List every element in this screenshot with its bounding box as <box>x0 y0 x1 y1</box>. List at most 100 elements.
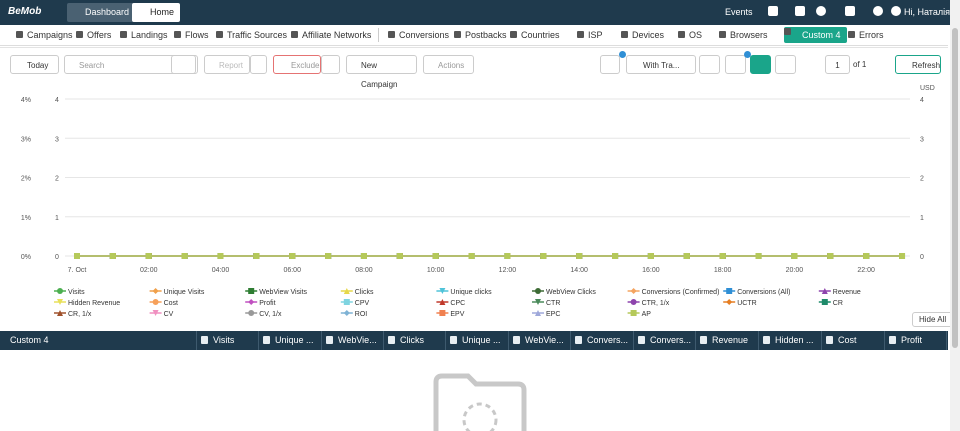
x-tick-label: 12:00 <box>499 267 517 274</box>
legend-marker <box>439 299 446 305</box>
column-header[interactable]: Unique ... <box>259 331 322 350</box>
icon[interactable] <box>816 6 826 16</box>
export-button[interactable] <box>725 55 746 74</box>
settings-button[interactable] <box>775 55 796 74</box>
column-header[interactable]: Convers... <box>634 331 696 350</box>
menu-item[interactable]: Campaigns <box>16 30 73 40</box>
period-select[interactable]: Today <box>10 55 59 74</box>
report-button[interactable]: Report <box>204 55 250 74</box>
legend-label: CPC <box>450 300 465 307</box>
column-header[interactable]: Cost <box>822 331 885 350</box>
menu-item[interactable]: Offers <box>76 30 111 40</box>
legend-label: WebView Visits <box>259 289 307 296</box>
flag-button[interactable] <box>600 55 620 74</box>
column-header[interactable]: Hidden ... <box>759 331 822 350</box>
data-point <box>181 253 188 259</box>
chart-button[interactable] <box>750 55 771 74</box>
icon[interactable] <box>768 6 778 16</box>
y-inner-tick-label: 4 <box>55 97 59 104</box>
search-input[interactable]: Search <box>64 55 198 74</box>
column-header[interactable]: Revenue <box>696 331 759 350</box>
data-point <box>289 253 296 259</box>
exclude-button[interactable]: Exclude <box>273 55 321 74</box>
y-inner-tick-label: 0 <box>55 254 59 261</box>
y-inner-tick-label: 1 <box>55 215 59 222</box>
data-point <box>647 253 654 259</box>
icon[interactable] <box>795 6 805 16</box>
hide-all-button[interactable]: Hide All <box>912 312 954 327</box>
legend-marker <box>343 299 350 305</box>
x-tick-label: 06:00 <box>283 267 301 274</box>
x-tick-label: 14:00 <box>570 267 588 274</box>
menu-bar: Campaigns Offers Landings Flows Traffic Sour… <box>0 25 948 46</box>
icon[interactable] <box>873 6 883 16</box>
events[interactable]: Events <box>725 7 753 17</box>
data-point <box>863 253 870 259</box>
y-inner-tick-label: 3 <box>55 136 59 143</box>
tab[interactable]: Dashboard <box>67 3 136 22</box>
data-point <box>217 253 224 259</box>
column-header[interactable]: Convers... <box>571 331 634 350</box>
tab[interactable]: Home <box>132 3 181 22</box>
search-mode[interactable] <box>171 55 196 74</box>
traffic-filter[interactable]: With Tra... <box>626 55 696 74</box>
actions-button[interactable]: Actions <box>423 55 474 74</box>
new-campaign-button[interactable]: New Campaign <box>346 55 417 89</box>
legend-marker <box>343 310 350 316</box>
y-tick-label: 1% <box>21 215 31 222</box>
menu-item[interactable]: Flows <box>174 30 209 40</box>
column-header[interactable]: Profit <box>885 331 947 350</box>
table-header: Custom 4 Visits Unique ... WebVie... Clicks U… <box>0 331 948 350</box>
legend-marker <box>152 310 159 316</box>
user-menu[interactable]: Hi, Наталія <box>904 7 950 17</box>
view-button[interactable] <box>699 55 720 74</box>
menu-item[interactable]: Browsers <box>719 30 768 40</box>
legend-label: Conversions (Confirmed) <box>642 289 720 296</box>
legend-marker <box>248 288 255 294</box>
empty-icon <box>433 373 527 431</box>
divider <box>0 47 948 48</box>
separator <box>378 28 379 42</box>
data-point <box>74 253 80 259</box>
column-header[interactable]: Visits <box>197 331 259 350</box>
legend-marker <box>248 310 255 316</box>
menu-item[interactable]: Conversions <box>388 30 449 40</box>
menu-item[interactable]: Affiliate Networks <box>291 30 371 40</box>
column-header[interactable]: WebVie... <box>322 331 384 350</box>
icon[interactable] <box>891 6 901 16</box>
icon[interactable] <box>845 6 855 16</box>
data-point <box>540 253 547 259</box>
column-header[interactable]: WebVie... <box>509 331 571 350</box>
legend-marker <box>152 288 159 294</box>
legend-label: CV <box>164 311 174 318</box>
legend-label: CTR, 1/x <box>642 300 670 307</box>
legend-label: UCTR <box>737 300 756 307</box>
menu-item[interactable]: Errors <box>848 30 884 40</box>
scrollbar[interactable] <box>950 0 960 431</box>
legend-label: Profit <box>259 300 275 307</box>
menu-item[interactable]: Countries <box>510 30 560 40</box>
column-header[interactable]: Clicks <box>384 331 446 350</box>
menu-item[interactable]: Devices <box>621 30 664 40</box>
report-dropdown[interactable] <box>250 55 267 74</box>
menu-item[interactable]: Custom 4 <box>784 27 847 43</box>
menu-item[interactable]: ISP <box>577 30 603 40</box>
brand[interactable]: BeMob <box>8 6 42 17</box>
menu-item[interactable]: Postbacks <box>454 30 507 40</box>
menu-item[interactable]: Landings <box>120 30 168 40</box>
exclude-dropdown[interactable] <box>321 55 340 74</box>
legend-marker <box>535 310 541 316</box>
menu-item[interactable]: OS <box>678 30 702 40</box>
data-point <box>683 253 690 259</box>
page-input[interactable]: 1 <box>825 55 850 74</box>
column-header[interactable]: Unique ... <box>446 331 509 350</box>
legend-label: Revenue <box>833 289 861 296</box>
column-header[interactable]: Custom 4 <box>0 331 197 350</box>
refresh-button[interactable]: Refresh <box>895 55 941 74</box>
legend-marker <box>152 299 159 305</box>
legend-marker <box>57 288 63 294</box>
menu-item[interactable]: Traffic Sources <box>216 30 287 40</box>
x-tick-label: 22:00 <box>857 267 875 274</box>
x-tick-label: 08:00 <box>355 267 373 274</box>
